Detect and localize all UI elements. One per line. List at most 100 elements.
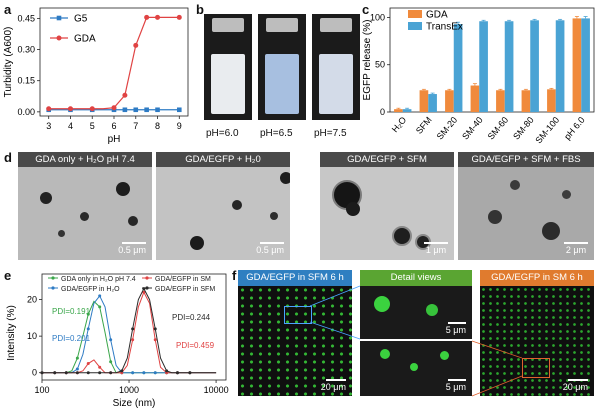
x-tick-label: 1000: [119, 385, 139, 395]
particle: [190, 236, 204, 250]
legend-label: GDA/EGFP in H₂O: [61, 286, 120, 293]
y-tick-label: 0.30: [17, 45, 35, 55]
x-tick-label: H₂O: [390, 115, 409, 134]
vial-photo: [258, 14, 306, 120]
bar: [479, 21, 488, 112]
bar: [470, 85, 480, 112]
x-tick-label: pH 6.0: [562, 115, 587, 142]
data-point: [153, 327, 157, 331]
y-axis-label: EGFP release (%): [362, 20, 373, 101]
particle: [40, 192, 52, 204]
x-tick-label: SM-80: [511, 115, 536, 142]
scale-bar: 5 μm: [446, 322, 466, 335]
plot-frame: [389, 7, 595, 113]
data-point: [144, 14, 150, 20]
particle: [488, 210, 502, 224]
data-point: [109, 360, 113, 364]
vial-label: pH=7.5: [314, 128, 347, 139]
particle: [280, 172, 290, 184]
data-point: [98, 294, 102, 298]
x-axis-label: Size (nm): [113, 398, 156, 409]
vial-photo-panel: [204, 14, 360, 124]
pdi-annotation: PDI=0.459: [176, 341, 215, 350]
scale-bar: 1 μm: [424, 242, 448, 255]
tem-title: GDA only + H₂O pH 7.4: [18, 152, 152, 167]
legend-label: G5: [74, 14, 88, 25]
data-point: [131, 371, 135, 375]
scale-bar: 2 μm: [564, 242, 588, 255]
scale-bar-label: 20 μm: [562, 382, 588, 392]
x-tick-label: 6: [111, 121, 116, 131]
vial-cap: [212, 18, 244, 32]
tem-title: GDA/EGFP + SFM + FBS: [458, 152, 594, 167]
panel-letter-a: a: [4, 2, 12, 17]
x-tick-label: 100: [34, 385, 49, 395]
data-point: [122, 92, 128, 98]
panel-letter-e: e: [4, 268, 12, 283]
vial-cap: [320, 18, 352, 32]
data-point: [111, 105, 117, 111]
x-tick-label: 7: [133, 121, 138, 131]
vial-label: pH=6.0: [206, 128, 239, 139]
data-point: [165, 369, 169, 373]
panel-letter-d: d: [4, 150, 12, 165]
bar: [504, 21, 514, 112]
particle: [562, 190, 571, 199]
data-point: [86, 327, 90, 331]
size-distribution-chart: 100 1000 10000 0 10 20 Size (nm) Intensity (%) G…: [6, 273, 229, 409]
scale-bar-label: 0.5 μm: [118, 245, 146, 255]
particle: [80, 212, 89, 221]
y-tick-label: 100: [370, 12, 385, 22]
y-axis-label: Turbidity (A600): [3, 27, 14, 98]
x-axis-label: pH: [108, 134, 121, 145]
panel-letter-c: c: [362, 2, 370, 17]
fluorescent-cluster: [410, 363, 418, 371]
data-point: [75, 367, 79, 371]
data-point: [86, 312, 90, 316]
data-point: [75, 356, 79, 360]
zoom-box: [284, 306, 312, 324]
data-point: [155, 14, 161, 20]
data-point: [98, 305, 102, 309]
tem-image: GDA/EGFP + SFM + FBS 2 μm: [458, 152, 594, 260]
legend-swatch: [408, 22, 422, 30]
vial-photo: [312, 14, 360, 120]
data-point: [67, 106, 73, 112]
legend-label: GDA only in H₂O pH 7.4: [61, 276, 136, 283]
x-tick-label: SFM: [414, 115, 434, 136]
confocal-image: GDA/EGFP in SM 6 h 20 μm: [480, 270, 594, 396]
turbidity-chart: 3 4 5 6 7 8 9 0.00 0.15 0.30 0.45 pH Turbidity (A600…: [3, 7, 189, 145]
data-point: [153, 338, 157, 342]
pdi-annotation: PDI=0.201: [52, 334, 91, 343]
scale-bar: 0.5 μm: [256, 242, 284, 255]
data-point: [142, 290, 146, 294]
particle: [58, 230, 65, 237]
tem-title: GDA/EGFP + SFM: [320, 152, 454, 167]
particle: [346, 202, 360, 216]
y-axis-label: Intensity (%): [6, 305, 17, 361]
data-point: [89, 106, 95, 112]
data-point: [86, 371, 90, 375]
legend-label: GDA/EGFP in SFM: [155, 286, 215, 293]
legend-label: GDA: [426, 10, 448, 21]
bar: [496, 90, 505, 112]
detail-view-bottom: 5 μm: [360, 341, 472, 396]
data-point: [131, 338, 135, 342]
data-point: [98, 365, 102, 369]
x-tick-label: SM-100: [533, 115, 561, 146]
x-tick-label: 9: [177, 121, 182, 131]
scale-bar-label: 20 μm: [320, 382, 346, 392]
data-point: [153, 371, 157, 375]
bar: [402, 109, 412, 112]
panel-letter-b: b: [196, 2, 204, 17]
legend-marker: [51, 276, 55, 280]
data-point: [175, 371, 179, 375]
fluorescent-cluster: [380, 349, 390, 359]
x-tick-label: 10000: [204, 385, 229, 395]
y-tick-label: 0.45: [17, 13, 35, 23]
x-tick-label: SM-20: [435, 115, 460, 142]
legend-label: GDA/EGFP in SM: [155, 276, 211, 283]
legend-label: GDA: [74, 34, 96, 45]
tem-image: GDA/EGFP + H₂0 0.5 μm: [156, 152, 290, 260]
vial-label: pH=6.5: [260, 128, 293, 139]
